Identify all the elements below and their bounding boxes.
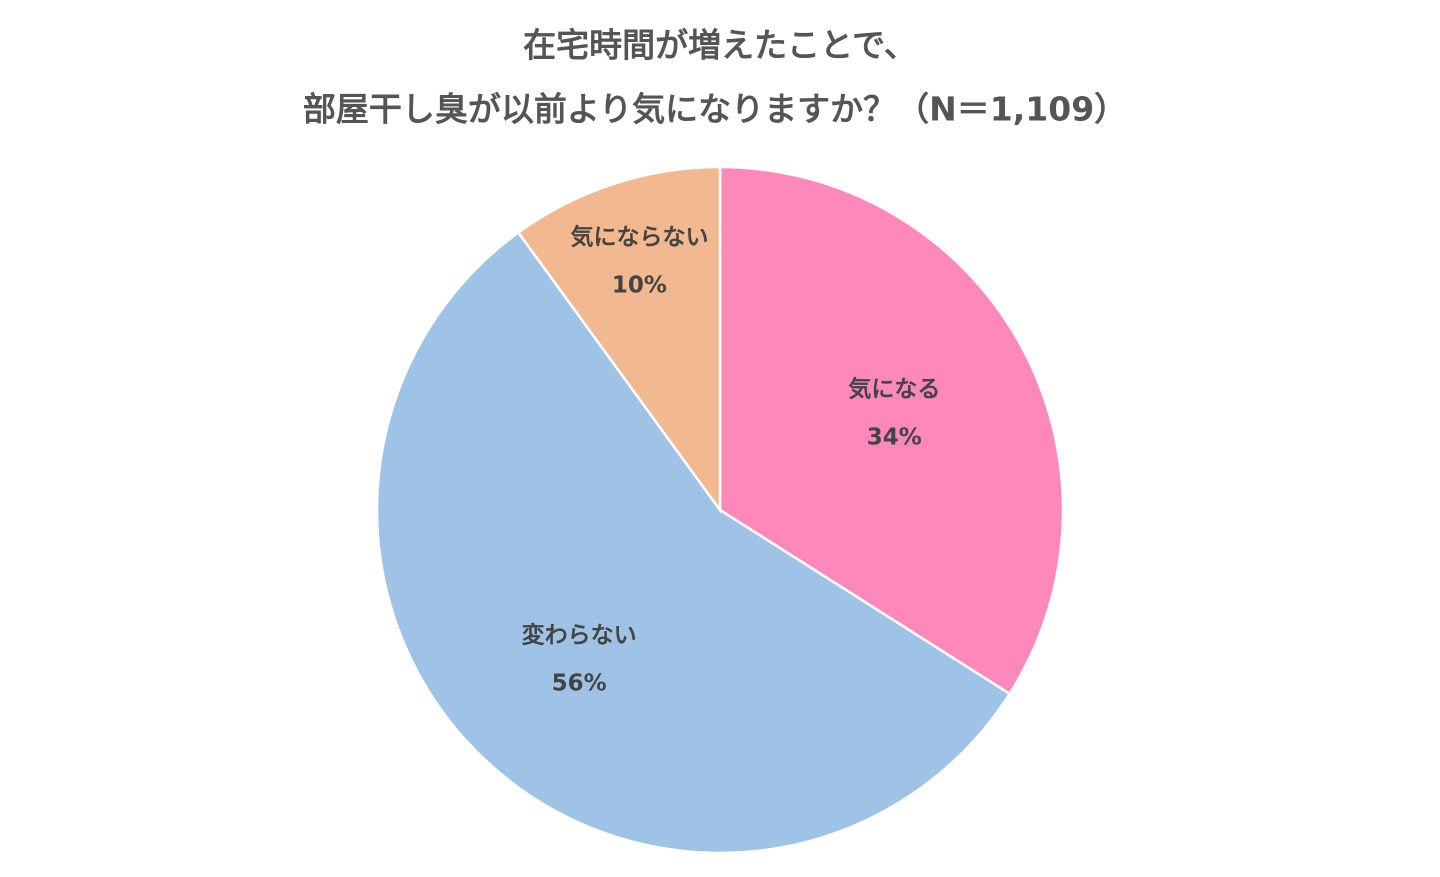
slice-value-label: 34% — [867, 425, 922, 451]
slice-label: 気になる — [848, 376, 940, 403]
chart-title: 在宅時間が増えたことで、 — [523, 26, 917, 65]
slice-value-label: 56% — [552, 671, 607, 697]
pie-slice — [718, 165, 1065, 696]
pie-slice — [375, 230, 1012, 855]
slice-label: 気にならない — [570, 224, 708, 251]
slice-label: 変わらない — [522, 622, 637, 649]
chart-title: 部屋干し臭が以前より気になりますか？（N＝1,109） — [303, 90, 1127, 129]
slice-value-label: 10% — [612, 273, 667, 299]
pie-slice — [516, 165, 722, 514]
